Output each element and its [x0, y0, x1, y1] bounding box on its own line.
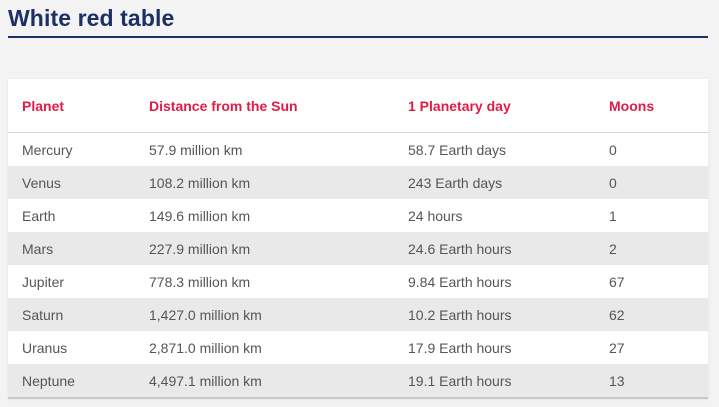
- distance-cell: 2,871.0 million km: [149, 339, 262, 356]
- table-row: Jupiter 778.3 million km 9.84 Earth hour…: [8, 265, 708, 298]
- planet-cell: Mars: [8, 232, 149, 265]
- distance-cell: 149.6 million km: [149, 207, 251, 224]
- distance-cell: 227.9 million km: [149, 232, 408, 265]
- table-row: Mars 227.9 million km 24.6 Earth hours 2: [8, 232, 708, 265]
- title-divider: [8, 36, 708, 38]
- moons-cell: 0: [609, 141, 617, 158]
- planet-cell: Venus: [8, 166, 149, 199]
- moons-cell: 62: [609, 298, 708, 331]
- planet-cell: Jupiter: [22, 273, 65, 290]
- planetary-day-cell: 9.84 Earth hours: [408, 273, 512, 290]
- planet-cell: Earth: [22, 207, 56, 224]
- planetary-day-cell: 10.2 Earth hours: [408, 298, 609, 331]
- planetary-day-cell: 19.1 Earth hours: [408, 364, 609, 399]
- moons-cell: 27: [609, 339, 625, 356]
- distance-cell: 778.3 million km: [149, 273, 251, 290]
- moons-cell: 1: [609, 207, 617, 224]
- planetary-day-cell: 24 hours: [408, 207, 463, 224]
- column-header-planetary-day: 1 Planetary day: [408, 79, 609, 133]
- table-row: Neptune 4,497.1 million km 19.1 Earth ho…: [8, 364, 708, 399]
- table-row: Earth 149.6 million km 24 hours 1: [8, 199, 708, 232]
- table-row: Saturn 1,427.0 million km 10.2 Earth hou…: [8, 298, 708, 331]
- distance-cell: 4,497.1 million km: [149, 364, 408, 399]
- table-header: Planet Distance from the Sun 1 Planetary…: [8, 79, 708, 133]
- table-row: Mercury 57.9 million km 58.7 Earth days …: [8, 133, 708, 167]
- planet-cell: Saturn: [8, 298, 149, 331]
- moons-cell: 0: [609, 166, 708, 199]
- table-header-row: Planet Distance from the Sun 1 Planetary…: [8, 79, 708, 133]
- distance-cell: 108.2 million km: [149, 166, 408, 199]
- planet-table-card: Planet Distance from the Sun 1 Planetary…: [8, 79, 708, 399]
- column-header-planet: Planet: [8, 79, 149, 133]
- page-title: White red table: [8, 5, 175, 31]
- column-header-moons: Moons: [609, 79, 708, 133]
- planetary-day-cell: 58.7 Earth days: [408, 141, 507, 158]
- moons-cell: 13: [609, 364, 708, 399]
- table-row: Venus 108.2 million km 243 Earth days 0: [8, 166, 708, 199]
- column-header-distance: Distance from the Sun: [149, 79, 408, 133]
- moons-cell: 67: [609, 273, 625, 290]
- planetary-day-cell: 24.6 Earth hours: [408, 232, 609, 265]
- planet-cell: Neptune: [8, 364, 149, 399]
- planet-cell: Mercury: [22, 141, 73, 158]
- planet-table: Planet Distance from the Sun 1 Planetary…: [8, 79, 708, 399]
- planetary-day-cell: 17.9 Earth hours: [408, 339, 512, 356]
- moons-cell: 2: [609, 232, 708, 265]
- planet-cell: Uranus: [22, 339, 68, 356]
- distance-cell: 1,427.0 million km: [149, 298, 408, 331]
- planetary-day-cell: 243 Earth days: [408, 166, 609, 199]
- table-body: Mercury 57.9 million km 58.7 Earth days …: [8, 133, 708, 399]
- table-row: Uranus 2,871.0 million km 17.9 Earth hou…: [8, 331, 708, 364]
- distance-cell: 57.9 million km: [149, 141, 243, 158]
